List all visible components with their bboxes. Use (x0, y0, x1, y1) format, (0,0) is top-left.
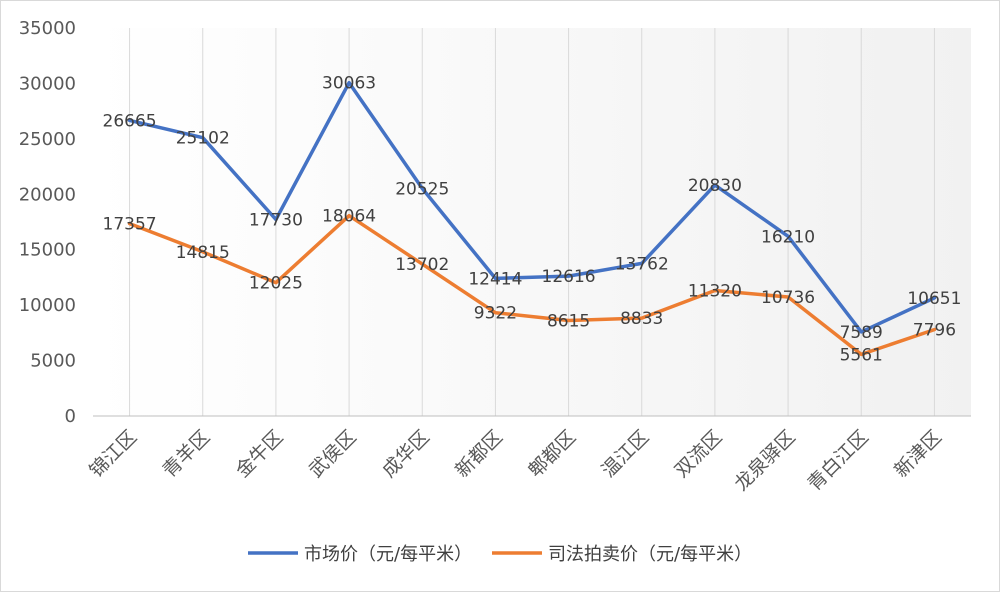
y-tick-label: 15000 (19, 240, 76, 261)
y-axis: 0 5000 10000 15000 20000 25000 30000 35000 (19, 18, 76, 427)
data-label: 7589 (840, 323, 883, 343)
data-label: 12616 (542, 267, 596, 287)
data-label: 8615 (547, 311, 590, 331)
data-labels: 26665 25102 17730 30063 20525 12414 12616 13762… (103, 74, 962, 366)
data-label: 13762 (615, 254, 669, 274)
series-line-2 (127, 213, 937, 357)
grid-lines (129, 28, 935, 416)
y-tick-label: 35000 (19, 18, 76, 39)
data-label: 20830 (688, 176, 742, 196)
data-label: 14815 (176, 243, 230, 263)
data-label: 20525 (395, 179, 449, 199)
data-label: 10736 (761, 288, 815, 308)
data-label: 5561 (840, 345, 883, 365)
data-label: 17730 (249, 210, 303, 230)
data-label: 12414 (468, 269, 522, 289)
y-tick-label: 20000 (19, 184, 76, 205)
data-label: 18064 (322, 207, 376, 227)
legend-label: 市场价（元/每平米） (304, 544, 472, 565)
data-label: 26665 (103, 111, 157, 131)
y-tick-label: 25000 (19, 129, 76, 150)
data-label: 30063 (322, 74, 376, 94)
data-label: 13702 (395, 255, 449, 275)
data-label: 12025 (249, 274, 303, 294)
legend-item: 司法拍卖价（元/每平米） (492, 544, 752, 565)
legend-label: 司法拍卖价（元/每平米） (548, 544, 752, 565)
y-tick-label: 5000 (30, 351, 76, 372)
data-label: 11320 (688, 282, 742, 302)
data-label: 7796 (913, 321, 956, 341)
series-line-1 (127, 80, 937, 334)
data-label: 16210 (761, 227, 815, 247)
data-label: 9322 (474, 304, 517, 324)
series-layer (127, 80, 937, 357)
legend-item: 市场价（元/每平米） (248, 544, 472, 565)
y-tick-label: 30000 (19, 73, 76, 94)
plot-area (93, 28, 971, 416)
data-label: 10651 (907, 289, 961, 309)
y-tick-label: 0 (65, 406, 76, 427)
legend: 市场价（元/每平米） 司法拍卖价（元/每平米） (248, 544, 752, 565)
y-tick-label: 10000 (19, 295, 76, 316)
data-label: 25102 (176, 129, 230, 149)
data-label: 17357 (103, 215, 157, 235)
data-label: 8833 (620, 309, 663, 329)
